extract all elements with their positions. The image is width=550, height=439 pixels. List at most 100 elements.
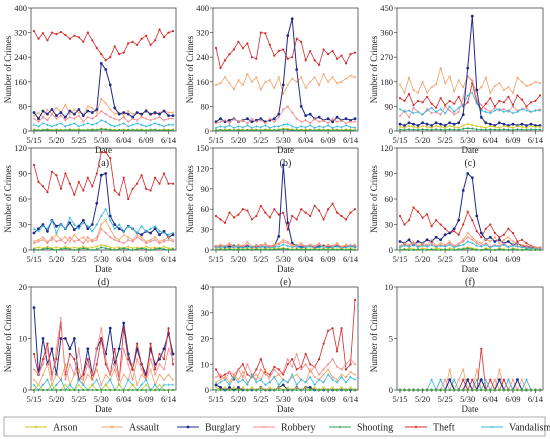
point-shooting-16 [286,128,290,132]
point-shooting-2 [41,247,45,251]
point-vandalism-2 [223,245,227,248]
point-theft-8 [250,56,253,59]
point-assault-28 [158,240,161,243]
point-theft-9 [439,223,442,226]
point-robbery-0 [398,114,402,118]
point-shooting-14 [95,388,99,392]
point-vandalism-8 [68,383,72,387]
point-assault-5 [421,80,424,84]
point-shooting-25 [144,388,148,392]
point-robbery-4 [232,117,236,120]
y-tick-label: 360 [380,28,393,38]
point-shooting-5 [421,128,424,131]
point-shooting-11 [82,247,85,250]
point-robbery-18 [480,103,483,107]
point-burglary-1 [37,117,40,121]
point-shooting-15 [99,246,103,249]
x-tick-label: 5/30 [94,394,109,404]
x-tick-label: 5/25 [438,135,453,145]
point-shooting-7 [64,247,67,250]
point-assault-27 [520,243,524,247]
point-shooting-22 [313,129,316,132]
point-vandalism-18 [113,227,116,230]
point-burglary-11 [81,218,85,222]
y-tick-label: 0 [389,126,393,136]
series-vandalism [32,119,175,128]
point-theft-3 [46,191,49,194]
point-shooting-0 [214,248,218,252]
point-vandalism-13 [457,244,460,247]
x-tick-label: 6/14 [343,394,359,404]
series-arson [398,122,542,129]
point-vandalism-18 [295,383,298,387]
point-arson-22 [313,386,316,389]
point-shooting-29 [529,388,533,392]
point-shooting-15 [281,128,285,131]
point-theft-13 [91,39,94,42]
point-shooting-12 [86,128,90,132]
point-assault-1 [219,243,222,246]
point-assault-29 [529,83,533,86]
point-robbery-6 [241,375,245,379]
x-tick-label: 5/15 [26,135,41,145]
point-burglary-21 [308,386,312,389]
point-shooting-27 [520,128,524,131]
legend-label: Robbery [281,423,315,434]
point-theft-3 [46,342,49,345]
point-vandalism-14 [95,122,98,125]
point-shooting-27 [335,128,339,132]
point-assault-20 [122,233,125,236]
point-robbery-5 [55,240,58,243]
point-vandalism-21 [308,245,312,248]
legend-label: Theft [433,423,455,434]
point-assault-29 [344,375,348,379]
point-robbery-31 [171,240,175,243]
point-arson-4 [416,126,420,129]
point-theft-13 [457,233,460,236]
y-tick-label: 270 [380,52,393,62]
point-burglary-27 [335,115,339,119]
point-assault-1 [219,378,222,381]
legend-entry-arson: Arson [25,423,77,434]
point-arson-3 [412,125,415,129]
point-shooting-8 [250,248,254,252]
series-vandalism [398,91,542,116]
point-robbery-8 [68,236,72,239]
point-burglary-19 [117,227,121,231]
point-assault-5 [237,79,240,82]
series-theft [398,82,542,111]
point-arson-14 [462,124,465,127]
x-tick-label: 6/09 [139,394,154,404]
point-shooting-26 [516,248,519,252]
series-shooting [32,246,175,252]
point-vandalism-19 [484,378,488,381]
point-burglary-1 [403,124,406,127]
point-vandalism-11 [264,383,267,387]
point-assault-0 [32,378,36,381]
point-shooting-9 [255,248,258,251]
point-vandalism-26 [331,378,334,381]
point-assault-30 [534,80,537,84]
point-shooting-23 [135,129,139,132]
point-theft-21 [493,105,496,108]
point-assault-8 [68,240,72,243]
x-tick-label: 5/15 [208,135,223,145]
point-vandalism-3 [46,227,49,230]
point-shooting-6 [241,388,245,392]
point-vandalism-21 [308,375,312,379]
point-theft-13 [273,365,276,368]
point-burglary-13 [457,218,461,222]
series-shooting [32,127,175,132]
point-theft-14 [462,378,465,381]
point-theft-15 [282,48,285,51]
legend-entry-theft: Theft [405,423,455,434]
point-shooting-16 [470,388,474,392]
point-arson-16 [471,123,474,127]
point-vandalism-5 [421,244,424,247]
point-assault-11 [264,368,267,371]
x-tick-label: 6/09 [321,254,336,264]
point-shooting-7 [430,128,433,132]
series-line-arson [399,246,540,251]
point-vandalism-11 [264,245,267,248]
